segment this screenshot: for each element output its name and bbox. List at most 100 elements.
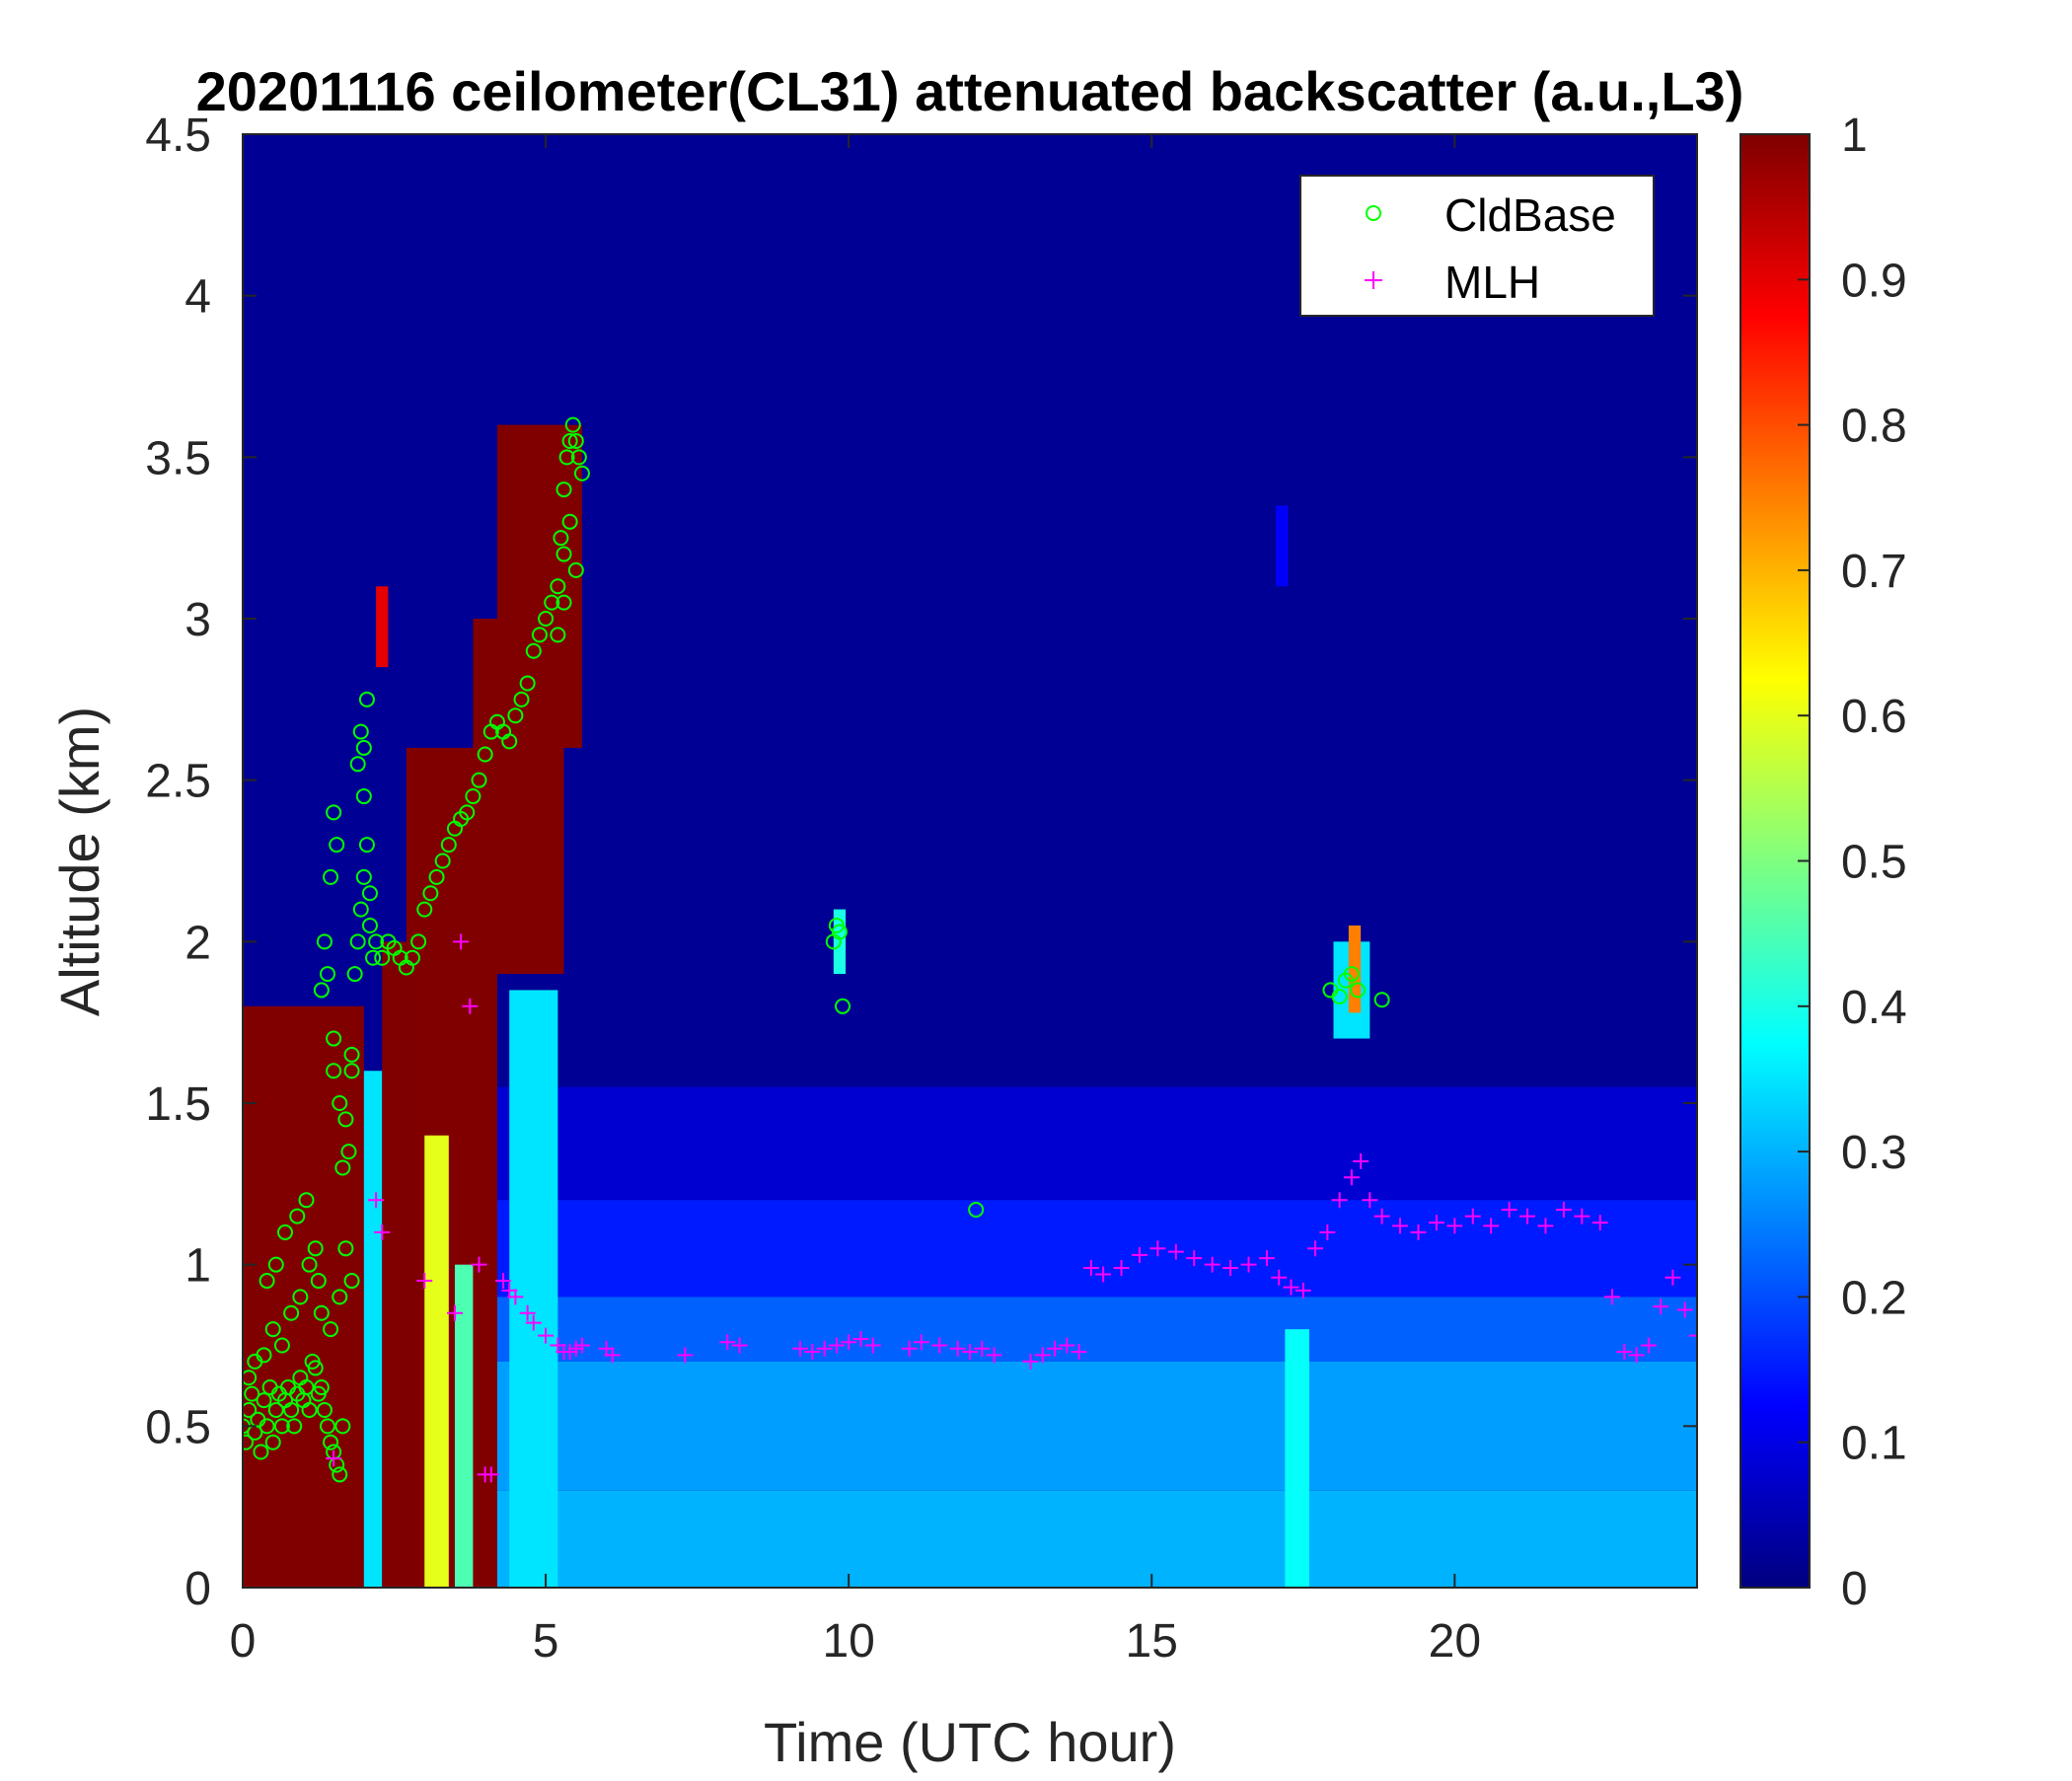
cldbase-point <box>355 739 372 756</box>
cldbase-point <box>256 1392 272 1409</box>
cldbase-point <box>553 530 569 547</box>
cldbase-point <box>835 998 851 1014</box>
cldbase-point <box>292 1289 309 1305</box>
mlh-point <box>931 1337 948 1354</box>
mlh-point <box>1501 1202 1517 1219</box>
cldbase-point <box>276 1224 293 1240</box>
cldbase-point <box>323 868 339 885</box>
heatmap-cell-8 <box>243 1005 364 1588</box>
cldbase-point <box>316 1401 333 1418</box>
mlh-point <box>1616 1344 1633 1361</box>
legend-box <box>1299 175 1655 317</box>
cldbase-point <box>256 1347 272 1364</box>
mlh-point <box>1319 1224 1336 1240</box>
heatmap-cell-12 <box>424 1135 449 1588</box>
cldbase-point <box>273 1337 290 1354</box>
mlh-point <box>1446 1218 1463 1234</box>
mlh-point <box>1167 1243 1184 1260</box>
colorbar-tick-label: 1 <box>1841 110 1868 162</box>
cldbase-point <box>361 885 378 902</box>
cldbase-point <box>349 933 366 950</box>
colorbar: 0 0.1 0.2 0.3 0.4 0.5 0.6 0.7 0.8 0.9 1 <box>1739 110 1907 1615</box>
mlh-point <box>731 1337 748 1354</box>
heatmap-cell-10 <box>382 941 407 1588</box>
mlh-point <box>1676 1301 1693 1318</box>
cldbase-point <box>332 1466 348 1483</box>
cldbase-point <box>326 1063 342 1079</box>
mlh-point <box>1071 1344 1087 1361</box>
mlh-point <box>416 1273 433 1290</box>
x-axis-label: Time (UTC hour) <box>764 1711 1176 1773</box>
cldbase-point <box>555 594 572 611</box>
cldbase-point <box>459 804 476 821</box>
cldbase-point <box>422 885 439 902</box>
cldbase-point <box>283 1401 300 1418</box>
mlh-point <box>1653 1299 1669 1315</box>
mlh-point <box>1373 1208 1390 1224</box>
colorbar-tick-label: 0.2 <box>1841 1272 1907 1324</box>
cldbase-point <box>831 924 848 940</box>
cldbase-point <box>361 917 378 933</box>
mlh-point <box>1689 1327 1697 1344</box>
mlh-point <box>1283 1279 1299 1296</box>
mlh-point <box>719 1334 736 1351</box>
cldbase-point <box>273 1418 290 1435</box>
cldbase-point <box>301 1401 318 1418</box>
cldbase-point <box>323 1434 339 1450</box>
cldbase-point <box>550 578 566 595</box>
cldbase-point <box>968 1202 985 1219</box>
cldbase-point <box>326 1030 342 1047</box>
y-axis-label: Altitude (km) <box>48 706 111 1016</box>
mlh-point <box>1392 1218 1409 1234</box>
mlh-point <box>525 1314 542 1331</box>
cldbase-point <box>368 933 385 950</box>
mlh-point <box>1628 1347 1645 1364</box>
x-tick-label: 10 <box>822 1615 874 1668</box>
mlh-point <box>446 1304 463 1321</box>
cldbase-point <box>374 949 391 966</box>
mlh-point <box>1574 1208 1591 1224</box>
heatmap-cell-2 <box>496 1200 1697 1298</box>
mlh-point <box>604 1347 621 1364</box>
cldbase-point <box>243 1434 255 1450</box>
cldbase-point <box>507 707 524 724</box>
heatmap-cell-15 <box>496 424 582 748</box>
mlh-point <box>1258 1250 1275 1267</box>
legend-mlh-marker <box>1365 271 1382 289</box>
cldbase-point <box>337 1111 354 1128</box>
cldbase-point <box>573 465 590 482</box>
cldbase-point <box>289 1208 306 1224</box>
mlh-point <box>852 1330 869 1347</box>
cldbase-point <box>365 949 382 966</box>
chart-title: 20201116 ceilometer(CL31) attenuated bac… <box>196 60 1744 122</box>
cldbase-point <box>326 804 342 821</box>
colorbar-tick-label: 0.3 <box>1841 1127 1907 1179</box>
mlh-point <box>962 1344 978 1361</box>
cldbase-point <box>264 1434 281 1450</box>
heatmap-cell-20 <box>1276 505 1289 587</box>
cldbase-point <box>332 1095 348 1111</box>
cldbase-point <box>531 627 548 643</box>
cldbase-point <box>313 982 330 999</box>
cldbase-point <box>550 627 566 643</box>
cldbase-point <box>465 788 481 805</box>
mlh-point <box>1046 1340 1063 1357</box>
cldbase-point <box>434 853 451 869</box>
mlh-point <box>326 1450 342 1467</box>
cldbase-point <box>561 432 578 449</box>
y-tick-label: 4 <box>185 271 211 324</box>
mlh-point <box>1410 1224 1427 1240</box>
mlh-point <box>1059 1337 1075 1354</box>
y-tick-label: 1.5 <box>145 1078 211 1131</box>
mlh-series <box>326 933 1697 1483</box>
cldbase-point <box>243 1401 258 1418</box>
cldbase-point <box>323 1321 339 1338</box>
cldbase-point <box>440 837 457 853</box>
mlh-point <box>804 1344 821 1361</box>
cldbase-point <box>340 1144 357 1160</box>
mlh-point <box>1307 1240 1324 1257</box>
mlh-point <box>1519 1208 1536 1224</box>
mlh-point <box>573 1337 590 1354</box>
mlh-point <box>453 933 470 950</box>
